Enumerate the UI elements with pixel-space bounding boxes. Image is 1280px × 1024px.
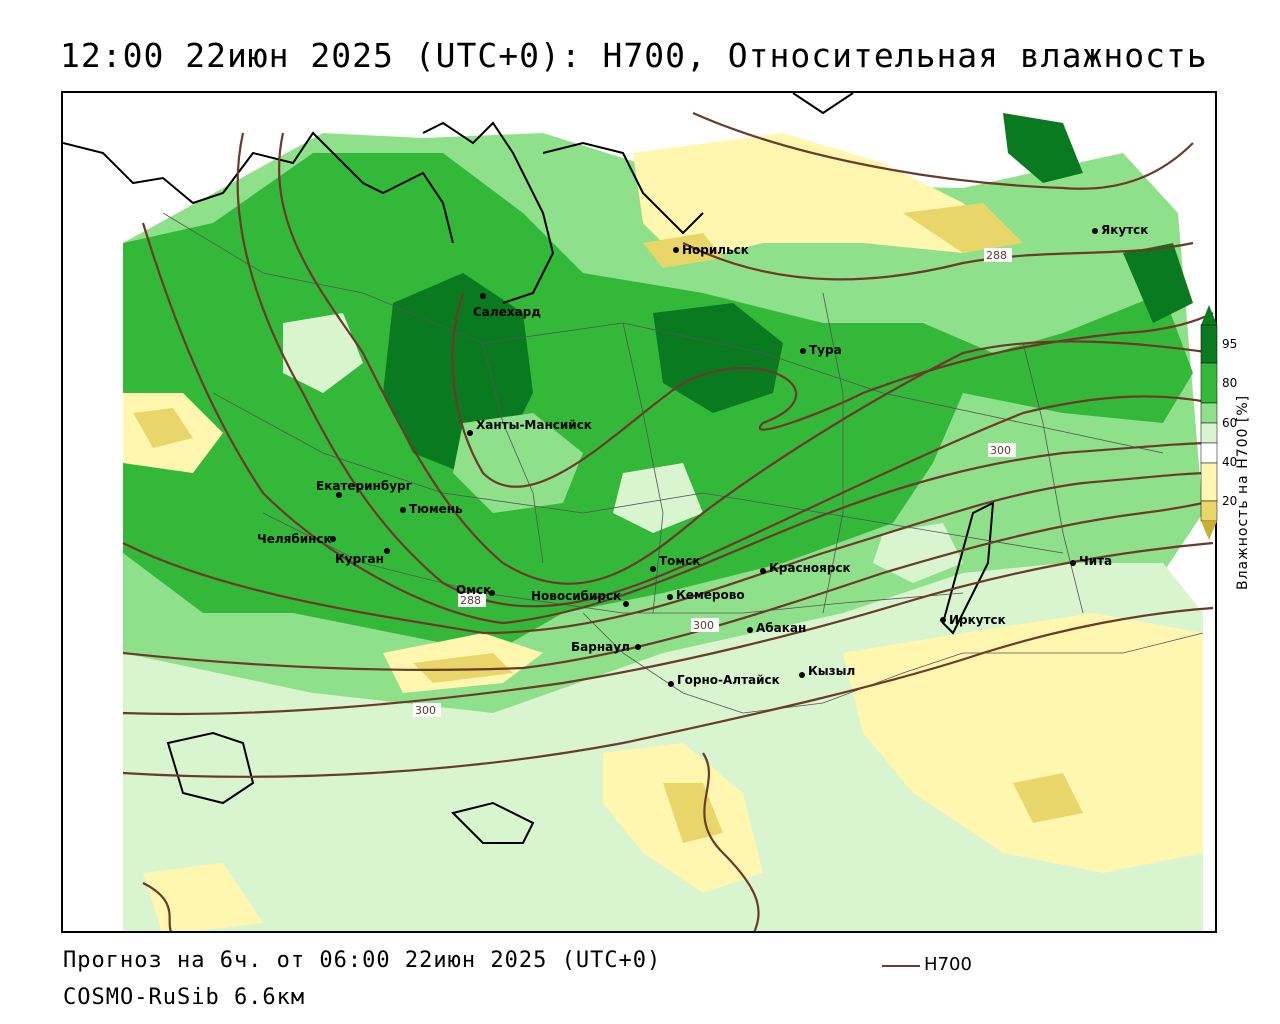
city-tomsk: Томск: [650, 554, 701, 572]
city-chelyabinsk: Челябинск: [257, 532, 336, 546]
city-krasnoyarsk: Красноярск: [760, 561, 851, 575]
city-omsk: Омск: [456, 583, 495, 597]
svg-text:Челябинск: Челябинск: [257, 532, 332, 546]
svg-text:Тура: Тура: [809, 343, 842, 357]
svg-text:Иркутск: Иркутск: [949, 613, 1006, 627]
isoline-label: 288: [986, 249, 1007, 262]
svg-text:Горно-Алтайск: Горно-Алтайск: [677, 673, 780, 687]
city-salekhard: Салехард: [473, 293, 541, 319]
city-barnaul: Барнаул: [571, 640, 641, 654]
svg-text:Красноярск: Красноярск: [769, 561, 851, 575]
city-irkutsk: Иркутск: [940, 613, 1006, 627]
city-abakan: Абакан: [747, 621, 806, 635]
svg-text:Тюмень: Тюмень: [409, 502, 463, 516]
legend-tick: 95: [1222, 337, 1238, 351]
h700-line-label: H700: [924, 954, 972, 975]
admin-borders: [162, 212, 1204, 714]
legend-tick: 40: [1222, 455, 1238, 469]
city-kyzyl: Кызыл: [799, 664, 855, 678]
humidity-field-40-southeast: [843, 613, 1203, 873]
city-tura: Тура: [800, 343, 842, 357]
h700-line-swatch: [882, 965, 920, 967]
svg-text:Кызыл: Кызыл: [808, 664, 855, 678]
map-panel: 288 300 288 300 300 Норильск Якутск Сале…: [61, 91, 1217, 933]
chart-title: 12:00 22июн 2025 (UTC+0): H700, Относите…: [60, 36, 1208, 75]
legend-tick: 80: [1222, 376, 1238, 390]
city-yekaterinburg: Екатеринбург: [316, 479, 412, 498]
city-khanty-mansiysk: Ханты-Мансийск: [467, 418, 592, 436]
humidity-field-20-north: [903, 203, 1023, 253]
svg-text:Екатеринбург: Екатеринбург: [316, 479, 412, 493]
isoline-label: 300: [693, 619, 714, 632]
city-kemerovo: Кемерово: [667, 588, 745, 602]
forecast-info: Прогноз на 6ч. от 06:00 22июн 2025 (UTC+…: [63, 948, 662, 973]
svg-text:Томск: Томск: [659, 554, 701, 568]
legend-title: Влажность на H700 [%]: [1235, 394, 1251, 590]
city-novosibirsk: Новосибирск: [531, 589, 629, 607]
svg-text:Новосибирск: Новосибирск: [531, 589, 621, 603]
svg-text:Салехард: Салехард: [473, 305, 541, 319]
svg-text:Омск: Омск: [456, 583, 491, 597]
isoline-label: 300: [990, 444, 1011, 457]
h700-contours: [122, 111, 1214, 931]
humidity-field-95-center: [653, 303, 783, 413]
humidity-colorbar: [1200, 305, 1218, 540]
svg-text:Абакан: Абакан: [756, 621, 806, 635]
humidity-field-95-north: [1003, 113, 1083, 183]
city-norilsk: Норильск: [673, 243, 749, 257]
humidity-map: 288 300 288 300 300 Норильск Якутск Сале…: [63, 93, 1215, 931]
city-tyumen: Тюмень: [400, 502, 463, 516]
svg-text:Ханты-Мансийск: Ханты-Мансийск: [476, 418, 592, 432]
svg-text:Чита: Чита: [1079, 554, 1112, 568]
legend-tick: 60: [1222, 416, 1238, 430]
isoline-label: 300: [415, 704, 436, 717]
city-gorno-altaysk: Горно-Алтайск: [668, 673, 780, 687]
humidity-field-40-north: [633, 133, 1003, 263]
svg-text:Норильск: Норильск: [682, 243, 749, 257]
svg-text:Якутск: Якутск: [1101, 223, 1148, 237]
isoline-labels: 288 300 288 300 300: [413, 248, 1016, 717]
legend-tick: 20: [1222, 494, 1238, 508]
humidity-field-95-east: [1123, 243, 1193, 323]
city-yakutsk: Якутск: [1092, 223, 1148, 237]
svg-text:Курган: Курган: [335, 552, 384, 566]
city-chita: Чита: [1070, 554, 1112, 568]
isoline-label: 288: [460, 594, 481, 607]
city-kurgan: Курган: [335, 548, 390, 566]
cities: Норильск Якутск Салехард Тура Ханты-Манс…: [257, 223, 1148, 687]
model-name: COSMO-RuSib 6.6км: [63, 985, 306, 1010]
svg-text:Барнаул: Барнаул: [571, 640, 630, 654]
humidity-field-80: [123, 153, 1193, 653]
svg-text:Кемерово: Кемерово: [676, 588, 745, 602]
coastlines: [63, 93, 995, 844]
